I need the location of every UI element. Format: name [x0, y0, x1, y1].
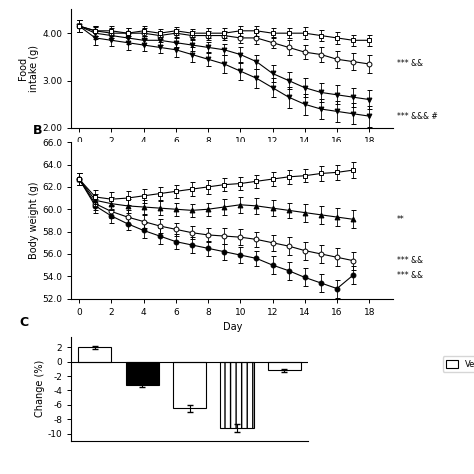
Text: C: C: [19, 316, 28, 329]
Bar: [126, 362, 159, 385]
Bar: [78, 347, 111, 362]
Bar: [173, 362, 206, 409]
Y-axis label: Change (%): Change (%): [35, 360, 45, 417]
Text: *** &&: *** &&: [397, 256, 423, 265]
Text: *** &&& #: *** &&& #: [397, 112, 438, 120]
Bar: [220, 362, 254, 428]
X-axis label: Day: Day: [223, 152, 242, 162]
Y-axis label: Food
intake (g): Food intake (g): [18, 45, 39, 92]
Text: *** &&: *** &&: [397, 271, 423, 280]
Text: B: B: [32, 124, 42, 137]
Y-axis label: Body weight (g): Body weight (g): [29, 182, 39, 259]
Bar: [268, 362, 301, 370]
Text: *** &&: *** &&: [397, 60, 423, 68]
Text: **: **: [397, 215, 404, 224]
X-axis label: Day: Day: [223, 322, 242, 332]
Legend: Vehicle: Vehicle: [443, 356, 474, 372]
